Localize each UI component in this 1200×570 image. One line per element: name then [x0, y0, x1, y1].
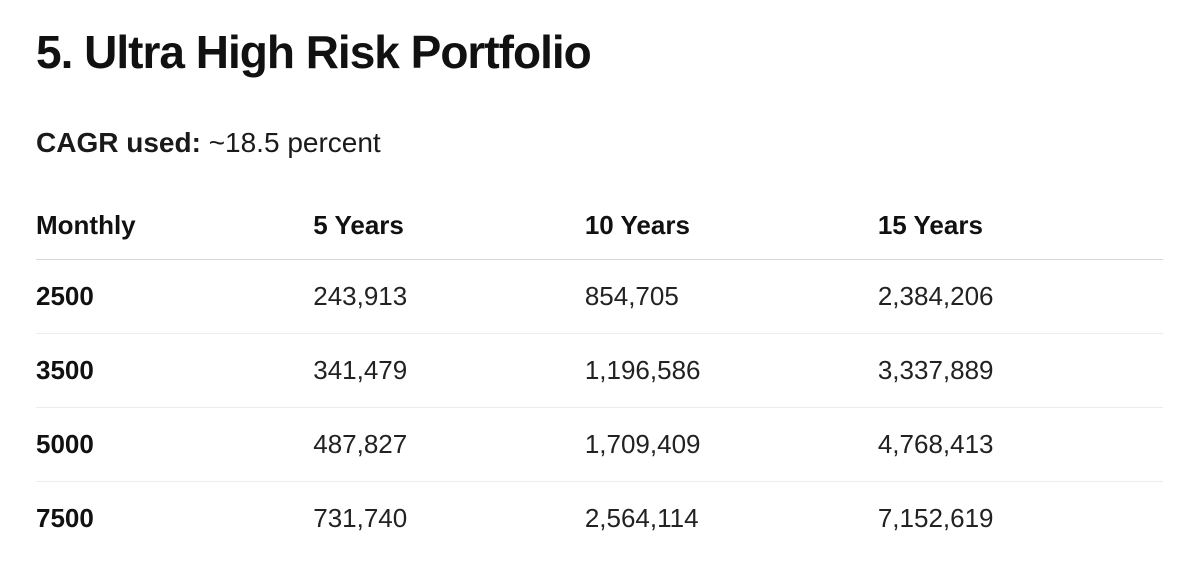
cell-15-year-value: 7,152,619	[877, 503, 994, 534]
cagr-line: CAGR used: ~18.5 percent	[36, 125, 1163, 161]
cell-15-year-value: 4,768,413	[877, 407, 1163, 483]
table-row: 2500 243,913 854,705 2,384,206	[36, 259, 1163, 335]
cell-monthly-amount: 3500	[36, 333, 314, 409]
cell-monthly-amount: 5000	[36, 407, 314, 483]
section-title: 5. Ultra High Risk Portfolio	[36, 26, 592, 78]
table-row: 3500 341,479 1,196,586 3,337,889	[36, 333, 1163, 409]
cell-10-year-value: 1,196,586	[584, 333, 878, 409]
column-header-monthly: Monthly	[36, 191, 314, 261]
cell-5-year-value: 243,913	[313, 259, 585, 335]
cagr-value: ~18.5 percent	[208, 126, 381, 158]
cell-monthly-amount: 7500	[36, 503, 94, 534]
column-header-10-years: 10 Years	[584, 191, 878, 261]
table-row: 5000 487,827 1,709,409 4,768,413	[36, 407, 1163, 483]
table-row: 7500 731,740 2,564,114 7,152,619	[36, 482, 1163, 556]
cell-15-year-value: 3,337,889	[877, 333, 1163, 409]
cell-5-year-value: 487,827	[313, 407, 585, 483]
projection-table: Monthly 5 Years 10 Years 15 Years 2500 2…	[36, 191, 1163, 555]
cell-monthly-amount: 2500	[36, 259, 314, 335]
article-section: 5. Ultra High Risk Portfolio CAGR used: …	[36, 26, 1163, 555]
column-header-15-years: 15 Years	[877, 191, 1163, 261]
cell-5-year-value: 731,740	[313, 503, 408, 534]
cell-10-year-value: 854,705	[584, 259, 878, 335]
cell-5-year-value: 341,479	[313, 333, 585, 409]
cell-10-year-value: 1,709,409	[584, 407, 878, 483]
cell-10-year-value: 2,564,114	[584, 503, 699, 534]
cagr-label: CAGR used:	[36, 126, 201, 158]
table-header-row: Monthly 5 Years 10 Years 15 Years	[36, 191, 1163, 261]
column-header-5-years: 5 Years	[313, 191, 585, 261]
cell-15-year-value: 2,384,206	[877, 259, 1163, 335]
